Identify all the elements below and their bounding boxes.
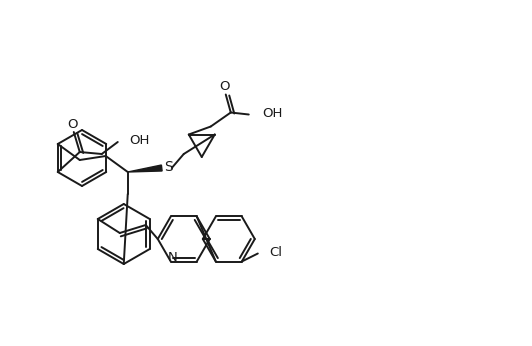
- Text: O: O: [220, 80, 230, 93]
- Text: OH: OH: [129, 135, 149, 147]
- Text: O: O: [68, 118, 78, 130]
- Text: OH: OH: [262, 107, 282, 120]
- Text: Cl: Cl: [269, 246, 282, 259]
- Polygon shape: [128, 165, 162, 172]
- Text: S: S: [164, 160, 173, 174]
- Text: N: N: [168, 251, 178, 264]
